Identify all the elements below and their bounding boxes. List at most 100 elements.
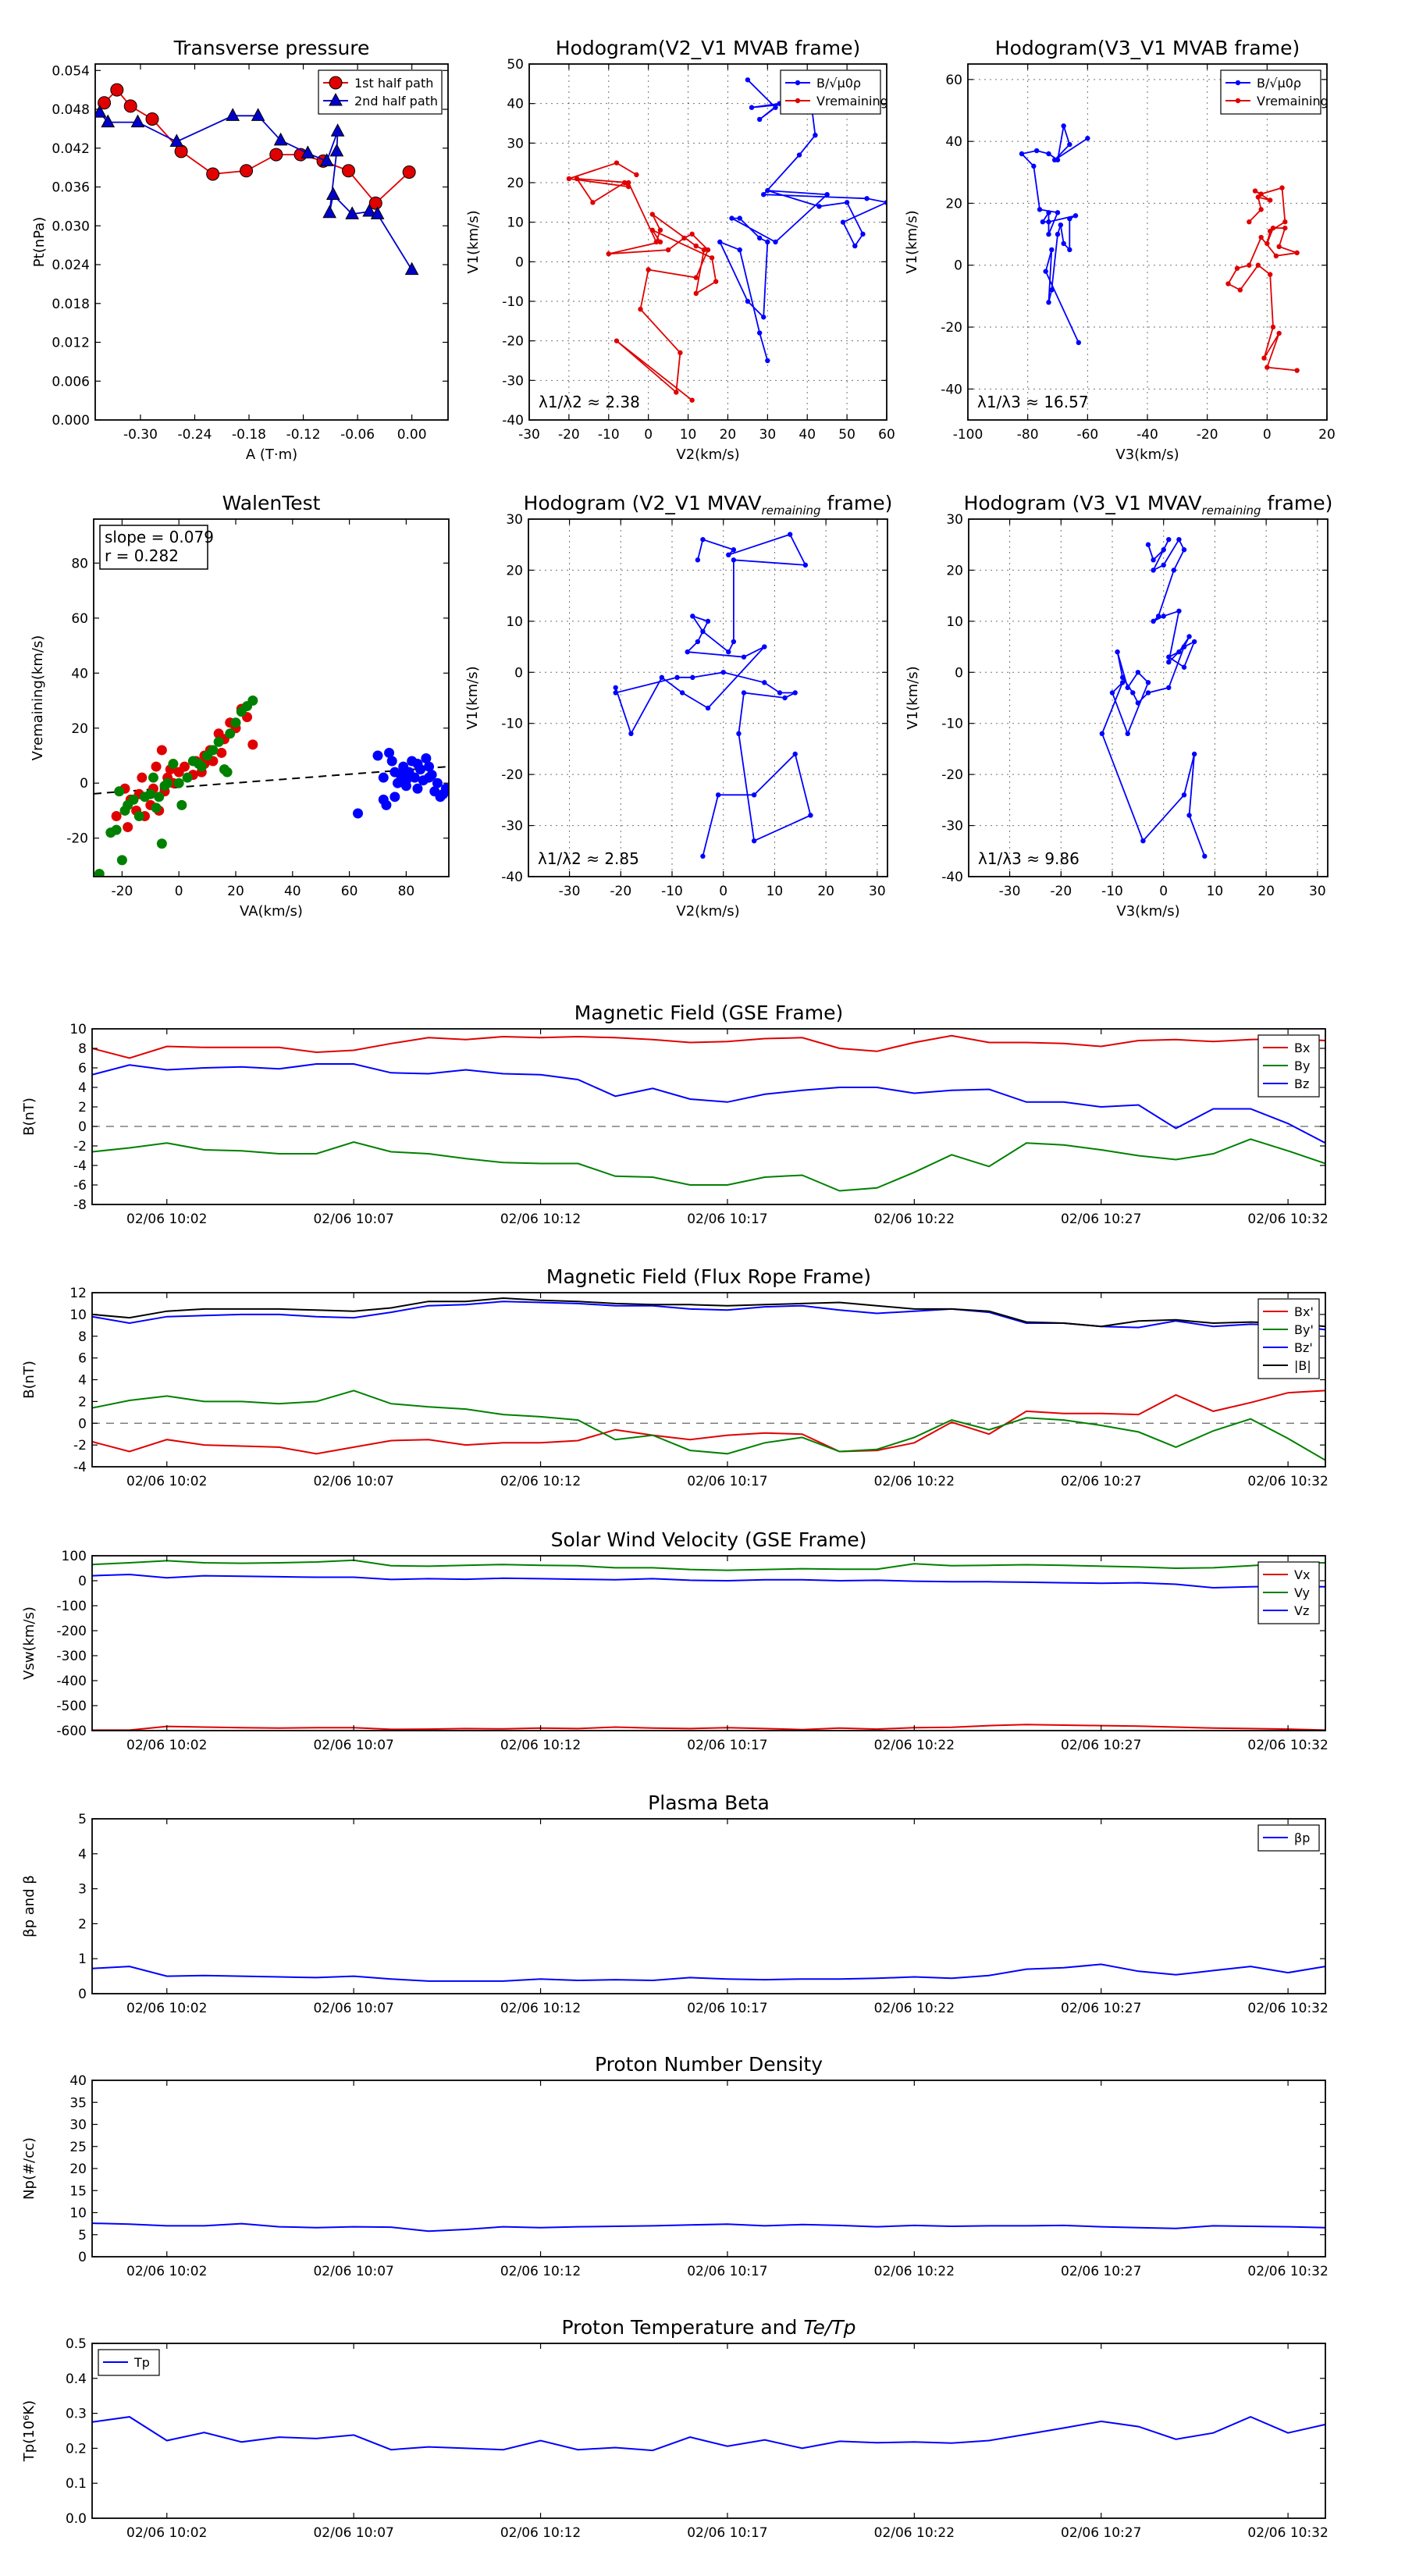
series-b-0--point <box>717 239 723 245</box>
series-b-0--point <box>1055 210 1061 215</box>
x-tick-label: 02/06 10:17 <box>687 1738 767 1753</box>
series-0-point <box>782 695 788 701</box>
x-tick-label: 0 <box>175 884 183 899</box>
legend-box <box>780 69 881 115</box>
series-2nd-half-path-point <box>130 114 145 128</box>
y-tick-label: -8 <box>73 1197 87 1213</box>
series-1st-half-path-point <box>269 148 283 162</box>
y-tick-label: 2 <box>78 1394 87 1410</box>
series-vremaining-point <box>638 306 643 312</box>
series-1-point <box>173 777 184 788</box>
y-tick-label: 0 <box>78 1416 87 1432</box>
series-2-point <box>432 777 443 788</box>
series-2-point <box>392 777 403 788</box>
series-b-0--point <box>860 231 866 237</box>
x-tick-label: 02/06 10:27 <box>1061 2525 1141 2541</box>
y-tick-label: -40 <box>501 870 523 885</box>
x-tick-label: 02/06 10:27 <box>1061 1738 1141 1753</box>
series-vremaining-point <box>1237 287 1243 293</box>
series-0-point <box>123 822 133 833</box>
y-tick-label: 0.030 <box>52 219 90 234</box>
x-tick-label: 02/06 10:17 <box>687 2264 767 2279</box>
series-vremaining-point <box>649 227 655 233</box>
series-2-point <box>372 750 383 761</box>
x-axis-label: V2(km/s) <box>676 447 739 463</box>
series-vremaining-point <box>653 239 660 245</box>
series-b-0--point <box>1072 213 1079 219</box>
y-tick-label: 6 <box>78 1061 87 1076</box>
series-0-point <box>1151 557 1156 563</box>
series-vremaining-point <box>1267 197 1273 203</box>
chart-h1: -30 -20 -10 0 10 20 30 40 50 60-40-30-20-10010203… <box>465 37 895 463</box>
y-tick-label: -20 <box>502 334 524 350</box>
series-0-point <box>1176 649 1182 655</box>
series-1-point <box>230 717 241 728</box>
x-tick-label: 02/06 10:32 <box>1247 2525 1328 2541</box>
series-0-point <box>1171 568 1177 573</box>
legend-marker <box>795 98 801 104</box>
series-0-point <box>792 690 798 696</box>
axes-frame <box>94 63 449 421</box>
series-1-point <box>133 810 144 821</box>
series-0-point <box>1099 731 1105 736</box>
series-0-point <box>808 813 813 818</box>
x-axis-label: A (T·m) <box>246 447 297 463</box>
series-0-point <box>731 557 737 563</box>
series-2-point <box>389 792 400 802</box>
y-axis-label: V1(km/s) <box>465 210 482 273</box>
chart-title: Magnetic Field (Flux Rope Frame) <box>546 1265 871 1288</box>
x-tick-label: 60 <box>878 427 895 443</box>
series-0-point <box>700 853 706 859</box>
y-tick-label: 0.024 <box>52 258 90 273</box>
x-tick-label: 02/06 10:02 <box>126 2001 207 2016</box>
y-tick-label: 0 <box>514 665 523 681</box>
series-0-point <box>613 690 618 696</box>
series-2-point <box>353 808 364 819</box>
series-b-0--point <box>1055 231 1061 237</box>
x-tick-label: -10 <box>661 884 683 899</box>
legend-label: 1st half path <box>354 76 433 91</box>
series-vremaining-point <box>674 390 679 395</box>
y-tick-label: 30 <box>69 2118 87 2133</box>
series-b-0--point <box>1076 340 1082 346</box>
chart-title: Hodogram(V3_V1 MVAB frame) <box>995 37 1300 59</box>
x-tick-label: 02/06 10:22 <box>874 2001 955 2016</box>
series-0-point <box>700 536 706 543</box>
x-tick-label: 0 <box>1159 884 1168 899</box>
y-tick-label: -500 <box>56 1699 87 1714</box>
y-tick-label: 1 <box>78 1952 87 1967</box>
series-2-point <box>378 794 389 805</box>
series-vremaining-point <box>1279 185 1285 190</box>
series-0-point <box>1161 562 1166 568</box>
series-1st-half-path-point <box>123 99 137 113</box>
stats-line: r = 0.282 <box>105 546 179 565</box>
series-0-point <box>762 644 767 649</box>
series-b-0--point <box>745 298 751 304</box>
x-axis-label: VA(km/s) <box>240 903 303 920</box>
chart-tpr: 02/06 10:02 02/06 10:07 02/06 10:12 02/06 1… <box>21 2316 1329 2541</box>
legend-label: Bz' <box>1294 1340 1313 1355</box>
y-tick-label: 0 <box>515 254 524 270</box>
legend-label: By <box>1294 1059 1310 1073</box>
x-tick-label: 02/06 10:32 <box>1247 2001 1328 2016</box>
x-tick-label: 02/06 10:22 <box>874 1212 955 1227</box>
x-tick-label: -100 <box>953 427 984 443</box>
series-vz-line <box>92 1573 1325 1589</box>
series-b-0--point <box>1067 216 1072 222</box>
series-b-0--point <box>756 235 763 241</box>
y-tick-label: -30 <box>941 819 963 834</box>
x-tick-label: 02/06 10:12 <box>500 2001 581 2016</box>
x-tick-label: 30 <box>869 884 886 899</box>
y-tick-label: -2 <box>73 1438 87 1453</box>
x-tick-label: -30 <box>559 884 581 899</box>
series-vremaining-point <box>1267 228 1273 234</box>
y-tick-label: 2 <box>78 1916 87 1932</box>
series-b-0--point <box>844 200 850 205</box>
y-tick-label: 0.4 <box>66 2371 87 2387</box>
series-0-point <box>751 838 757 844</box>
series-0-point <box>628 731 634 736</box>
y-tick-label: 4 <box>78 1847 87 1863</box>
series-vremaining-point <box>626 183 631 190</box>
series-1st-half-path-point <box>240 164 254 178</box>
series-0-point <box>179 761 190 772</box>
